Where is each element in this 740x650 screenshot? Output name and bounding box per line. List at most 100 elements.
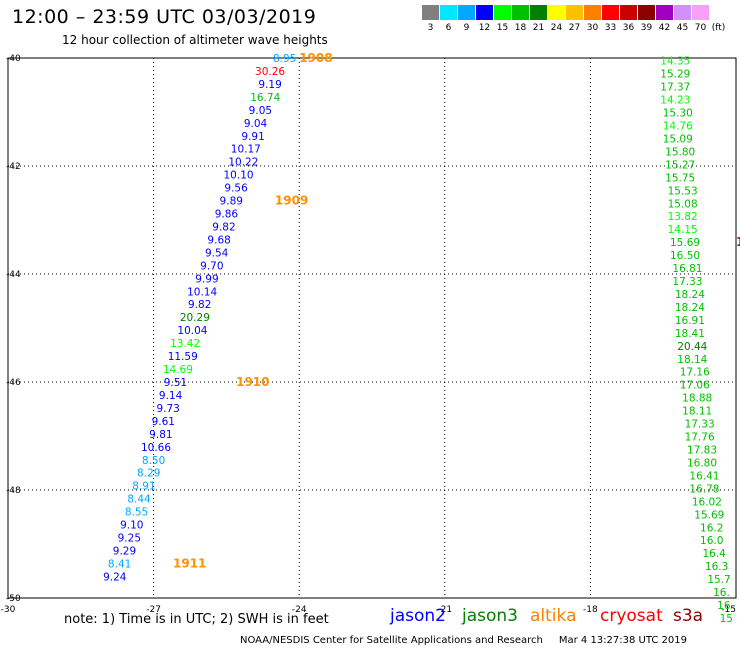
legend-swatch-21 (530, 5, 547, 20)
legend-label-30: 30 (586, 23, 599, 33)
wave-height-label: 13.42 (170, 338, 200, 350)
wave-height-label: 15.69 (694, 509, 724, 521)
wave-height-label: 9.24 (103, 571, 127, 583)
legend-label-24: 24 (550, 23, 563, 33)
wave-height-label: 16.41 (689, 470, 719, 482)
legend-label-33: 33 (604, 23, 617, 33)
wave-height-label: 9.70 (200, 260, 223, 272)
x-tick-label: -18 (583, 605, 598, 615)
wave-height-label: 16.78 (689, 483, 719, 495)
wave-height-label: 9.14 (159, 390, 183, 402)
legend-label-36: 36 (622, 23, 635, 33)
legend-swatch-39 (638, 5, 655, 20)
wave-height-label: 9.82 (212, 221, 235, 233)
wave-height-label: 9.81 (149, 429, 172, 441)
wave-height-label: 18.88 (682, 393, 712, 405)
wave-height-label: 9.86 (215, 209, 239, 221)
wave-height-label: 10.10 (224, 170, 254, 182)
time-marker-label: 14( (736, 235, 740, 249)
wave-height-label: 18.24 (675, 302, 705, 314)
wave-height-label: 14.69 (163, 364, 193, 376)
wave-height-label: 15.80 (665, 146, 695, 158)
wave-height-label: 18.11 (682, 406, 712, 418)
time-marker-label: 1908 (299, 51, 332, 65)
wave-height-label: 16.4 (702, 548, 726, 560)
wave-height-label: 10.14 (187, 286, 217, 298)
legend-swatch-12 (476, 5, 493, 20)
wave-height-label: 30.26 (255, 66, 285, 78)
wave-height-label: 9.61 (152, 416, 175, 428)
legend-label-3: 3 (427, 23, 434, 33)
wave-height-label: 14.35 (660, 56, 690, 68)
legend-label-21: 21 (532, 23, 545, 33)
wave-height-label: 16.81 (672, 263, 702, 275)
wave-height-label: 16 (717, 600, 731, 612)
wave-height-label: 15.7 (707, 574, 730, 586)
wave-height-label: 10.66 (141, 442, 171, 454)
wave-height-label: 17.16 (680, 367, 710, 379)
wave-height-label: 14.15 (668, 224, 698, 236)
satellite-altika-label: altika (530, 606, 577, 626)
wave-height-label: 9.82 (188, 299, 211, 311)
legend-label-15: 15 (496, 23, 509, 33)
wave-height-label: 9.51 (164, 377, 187, 389)
legend-swatch-6 (440, 5, 457, 20)
wave-height-label: 13.82 (668, 211, 698, 223)
legend-label-39: 39 (640, 23, 653, 33)
credit-text: NOAA/NESDIS Center for Satellite Applica… (240, 635, 543, 646)
wave-height-label: 10.22 (228, 157, 258, 169)
wave-height-label: 9.56 (224, 183, 248, 195)
legend-swatch-3 (422, 5, 439, 20)
legend-swatch-18 (512, 5, 529, 20)
y-tick-label: -44 (6, 270, 21, 280)
y-tick-label: -48 (6, 486, 21, 496)
wave-height-label: 16.3 (705, 561, 728, 573)
wave-height-label: 9.68 (207, 234, 230, 246)
wave-height-label: 9.91 (241, 131, 264, 143)
satellite-jason2-label: jason2 (390, 606, 446, 626)
wave-height-label: 17.83 (687, 445, 717, 457)
legend-swatch-45 (674, 5, 691, 20)
wave-height-label: 15.09 (663, 133, 693, 145)
wave-height-label: 8.29 (137, 468, 160, 480)
wave-height-label: 9.19 (258, 79, 281, 91)
wave-height-label: 9.04 (244, 118, 268, 130)
wave-height-label: 8.95 (273, 53, 296, 65)
wave-height-label: 16.80 (687, 457, 717, 469)
legend-swatch-24 (548, 5, 565, 20)
wave-height-label: 8.50 (142, 455, 165, 467)
legend-label-12: 12 (478, 23, 491, 33)
wave-height-label: 15.27 (665, 159, 695, 171)
chart-title: 12:00 – 23:59 UTC 03/03/2019 (12, 6, 317, 28)
legend-swatch-70 (692, 5, 709, 20)
wave-height-label: 14.76 (663, 121, 693, 133)
wave-height-label: 15.53 (668, 185, 698, 197)
wave-height-label: 8.55 (125, 507, 148, 519)
y-tick-label: -46 (6, 378, 21, 388)
wave-height-label: 15.30 (663, 108, 693, 120)
y-tick-label: -40 (6, 54, 21, 64)
legend-label-18: 18 (514, 23, 527, 33)
footnote: note: 1) Time is in UTC; 2) SWH is in fe… (64, 612, 329, 627)
legend-label-6: 6 (445, 23, 452, 33)
legend-swatch-30 (584, 5, 601, 20)
satellite-jason3-label: jason3 (462, 606, 518, 626)
satellite-s3a-label: s3a (673, 606, 704, 626)
legend-swatch-36 (620, 5, 637, 20)
wave-height-label: 18.41 (675, 328, 705, 340)
wave-height-label: 17.33 (672, 276, 702, 288)
wave-height-label: 20.29 (180, 312, 210, 324)
wave-height-label: 9.25 (118, 533, 141, 545)
chart-subtitle: 12 hour collection of altimeter wave hei… (62, 33, 328, 47)
wave-height-label: 18.14 (677, 354, 707, 366)
wave-height-label: 16.02 (692, 496, 722, 508)
wave-height-label: 10.04 (177, 325, 207, 337)
legend-swatch-9 (458, 5, 475, 20)
wave-height-label: 9.54 (205, 247, 229, 259)
x-tick-label: -27 (146, 605, 161, 615)
wave-height-label: 16.50 (670, 250, 700, 262)
time-marker-label: 1910 (236, 375, 269, 389)
legend-label-45: 45 (676, 23, 689, 33)
satellite-cryosat-label: cryosat (600, 606, 663, 626)
